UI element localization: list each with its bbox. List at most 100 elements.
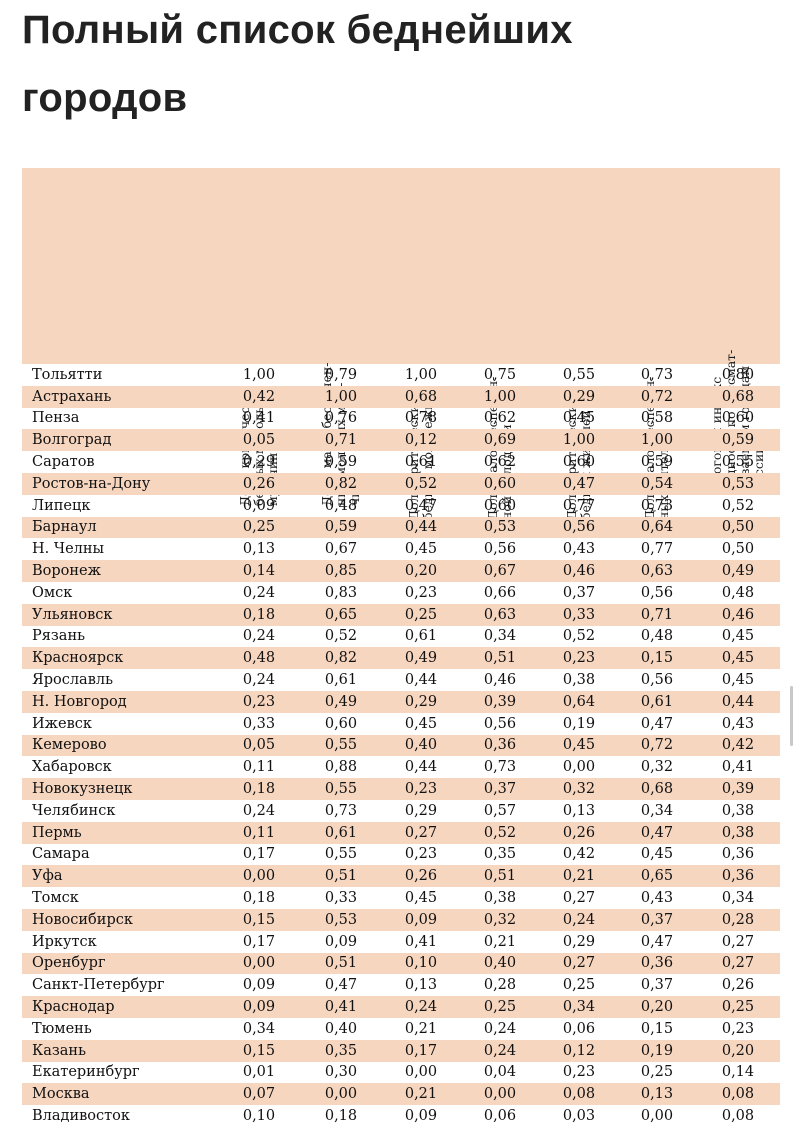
value-cell: 0,69 xyxy=(460,429,540,452)
table-row: Красноярск 0,48 0,82 0,49 0,51 0,23 0,15 0,45 xyxy=(22,647,780,670)
value-cell: 0,04 xyxy=(483,1064,517,1081)
value-cell: 0,32 xyxy=(460,908,540,931)
value-cell: 0,82 xyxy=(300,647,382,670)
value-cell: 0,45 xyxy=(721,628,755,645)
value-cell: 0,72 xyxy=(618,385,696,408)
value-cell: 0,65 xyxy=(300,603,382,626)
value-cell: 0,45 xyxy=(404,541,438,558)
value-cell: 0,18 xyxy=(218,778,300,800)
value-cell: 0,15 xyxy=(640,1020,674,1037)
city-name: Саратов xyxy=(32,454,95,471)
table-row: Санкт-Петербург 0,09 0,47 0,13 0,28 0,25 0,37 0… xyxy=(22,974,780,996)
value-cell: 0,40 xyxy=(382,734,460,757)
value-cell: 0,75 xyxy=(483,366,517,383)
value-cell: 0,28 xyxy=(696,908,780,931)
value-cell: 0,18 xyxy=(242,890,276,907)
city-name: Ярославль xyxy=(32,672,113,689)
value-cell: 0,71 xyxy=(300,429,382,452)
table-row: Ростов-на-Дону 0,26 0,82 0,52 0,60 0,47 0,54 0,… xyxy=(22,472,780,495)
value-cell: 0,59 xyxy=(640,454,674,471)
city-name: Екатеринбург xyxy=(32,1064,140,1081)
value-cell: 0,77 xyxy=(640,541,674,558)
value-cell: 0,03 xyxy=(562,1107,596,1124)
value-cell: 0,25 xyxy=(696,996,780,1018)
value-cell: 0,11 xyxy=(218,821,300,844)
table-row: Саратов 0,29 0,59 0,61 0,62 0,60 0,59 0,55 xyxy=(22,451,780,473)
table-row: Краснодар 0,09 0,41 0,24 0,25 0,34 0,20 0,25 xyxy=(22,996,780,1018)
value-cell: 0,50 xyxy=(696,516,780,539)
scroll-indicator[interactable] xyxy=(790,686,793,746)
page-title-line-2: городов xyxy=(22,76,188,120)
value-cell: 0,17 xyxy=(242,846,276,863)
value-cell: 0,26 xyxy=(540,821,618,844)
table-row: Хабаровск 0,11 0,88 0,44 0,73 0,00 0,32 0,41 xyxy=(22,756,780,778)
city-name: Казань xyxy=(22,1039,218,1062)
value-cell: 0,20 xyxy=(696,1039,780,1062)
city-name: Пенза xyxy=(32,410,80,427)
value-cell: 0,19 xyxy=(562,715,596,732)
table-row: Ярославль 0,24 0,61 0,44 0,46 0,38 0,56 0,45 xyxy=(22,669,780,691)
value-cell: 1,00 xyxy=(618,429,696,452)
table-row: Волгоград 0,05 0,71 0,12 0,69 1,00 1,00 0,59 xyxy=(22,429,780,452)
value-cell: 0,52 xyxy=(382,472,460,495)
table-row: Новокузнецк 0,18 0,55 0,23 0,37 0,32 0,68 0,39 xyxy=(22,778,780,800)
value-cell: 0,51 xyxy=(460,865,540,888)
value-cell: 0,24 xyxy=(242,584,276,601)
value-cell: 0,37 xyxy=(618,908,696,931)
column-header-5: Доля критически бедных жителей xyxy=(540,168,618,520)
value-cell: 0,41 xyxy=(721,759,755,776)
value-cell: 0,15 xyxy=(218,908,300,931)
value-cell: 1,00 xyxy=(460,385,540,408)
value-cell: 0,49 xyxy=(696,560,780,582)
table-header: Доля критически бедных молодых мужчинДол… xyxy=(22,168,780,520)
table-row: Тольятти 1,00 0,79 1,00 0,75 0,55 0,73 0,80 xyxy=(22,364,780,386)
value-cell: 0,01 xyxy=(242,1064,276,1081)
value-cell: 0,23 xyxy=(218,690,300,713)
value-cell: 0,68 xyxy=(382,385,460,408)
value-cell: 0,38 xyxy=(562,672,596,689)
value-cell: 0,51 xyxy=(460,647,540,670)
value-cell: 0,64 xyxy=(618,516,696,539)
value-cell: 0,60 xyxy=(460,472,540,495)
value-cell: 0,45 xyxy=(404,715,438,732)
column-header-2: Доля малообеспечен- ных молодых муж- чин xyxy=(300,168,382,506)
value-cell: 0,41 xyxy=(300,996,382,1018)
table-row: Астрахань 0,42 1,00 0,68 1,00 0,29 0,72 0,68 xyxy=(22,385,780,408)
value-cell: 0,26 xyxy=(721,977,755,994)
value-cell: 0,73 xyxy=(640,366,674,383)
value-cell: 0,42 xyxy=(696,734,780,757)
value-cell: 0,60 xyxy=(483,497,517,514)
value-cell: 0,21 xyxy=(404,1020,438,1037)
city-name: Ижевск xyxy=(32,715,92,732)
table-row: Воронеж 0,14 0,85 0,20 0,67 0,46 0,63 0,49 xyxy=(22,560,780,582)
value-cell: 0,79 xyxy=(324,366,358,383)
value-cell: 0,68 xyxy=(696,385,780,408)
value-cell: 0,52 xyxy=(562,628,596,645)
value-cell: 0,37 xyxy=(460,778,540,800)
value-cell: 0,00 xyxy=(640,1107,674,1124)
table-row: Кемерово 0,05 0,55 0,40 0,36 0,45 0,72 0,42 xyxy=(22,734,780,757)
value-cell: 0,44 xyxy=(404,672,438,689)
value-cell: 0,40 xyxy=(324,1020,358,1037)
city-name: Н. Новгород xyxy=(22,690,218,713)
value-cell: 0,66 xyxy=(483,584,517,601)
value-cell: 0,34 xyxy=(721,890,755,907)
value-cell: 0,15 xyxy=(618,647,696,670)
value-cell: 0,23 xyxy=(562,1064,596,1081)
table-row: Екатеринбург 0,01 0,30 0,00 0,04 0,23 0,25 0,14 xyxy=(22,1062,780,1084)
table-row: Казань 0,15 0,35 0,17 0,24 0,12 0,19 0,20 xyxy=(22,1039,780,1062)
value-cell: 0,45 xyxy=(404,890,438,907)
value-cell: 0,62 xyxy=(483,410,517,427)
value-cell: 0,56 xyxy=(483,715,517,732)
value-cell: 0,29 xyxy=(404,802,438,819)
value-cell: 0,00 xyxy=(300,1083,382,1106)
value-cell: 0,20 xyxy=(618,996,696,1018)
value-cell: 0,09 xyxy=(242,497,276,514)
value-cell: 0,49 xyxy=(382,647,460,670)
value-cell: 0,47 xyxy=(640,933,674,950)
value-cell: 0,88 xyxy=(324,759,358,776)
value-cell: 0,56 xyxy=(540,516,618,539)
value-cell: 0,47 xyxy=(404,497,438,514)
value-cell: 0,27 xyxy=(721,933,755,950)
table-row: Оренбург 0,00 0,51 0,10 0,40 0,27 0,36 0,27 xyxy=(22,952,780,975)
